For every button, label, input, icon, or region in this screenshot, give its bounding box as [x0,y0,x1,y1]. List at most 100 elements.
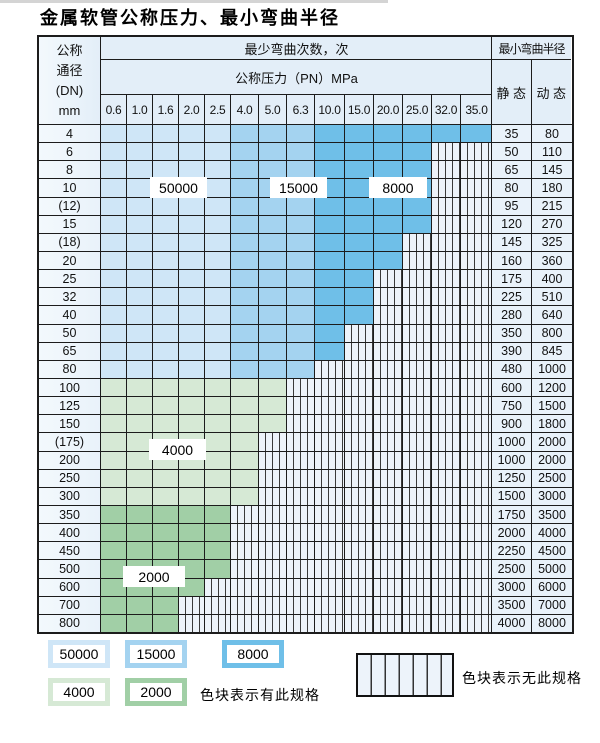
spec-cell [101,415,127,433]
no-spec-cell [315,505,345,524]
table-header: 公称 通径 (DN) mm 最少弯曲次数，次 公称压力（PN）MPa 0.6 1.… [39,37,572,124]
no-spec-cell [432,415,461,433]
spec-table: 公称 通径 (DN) mm 最少弯曲次数，次 公称压力（PN）MPa 0.6 1.… [37,35,574,634]
dn-cell: 700 [39,596,101,614]
spec-cell [315,251,345,270]
no-spec-cell [315,469,345,487]
no-spec-cell [432,596,461,614]
spec-cell [315,342,345,360]
pressure-column-header: 2.5 [205,95,231,124]
no-spec-cell [345,524,374,542]
no-spec-cell [287,415,315,433]
no-spec-cell [403,505,432,524]
no-spec-cell [315,487,345,505]
dn-cell: 150 [39,415,101,433]
dn-cell: 20 [39,251,101,270]
spec-cell [205,306,231,324]
no-spec-cell [231,578,259,596]
spec-cell [259,215,287,233]
spec-cell [374,251,403,270]
no-spec-cell [461,524,492,542]
no-spec-cell [432,161,461,179]
dn-cell: 50 [39,324,101,342]
spec-cell [205,542,231,560]
spec-cell [345,306,374,324]
spec-cell [315,161,345,179]
no-spec-cell [403,469,432,487]
legend-no-spec-text: 色块表示无此规格 [462,670,582,686]
dynamic-value-cell: 3000 [532,487,572,505]
no-spec-cell [259,560,287,578]
spec-cell [179,560,205,578]
spec-cell [101,143,127,161]
spec-cell [153,378,179,397]
no-spec-cell [461,179,492,197]
no-spec-cell [374,342,403,360]
dynamic-value-cell: 1500 [532,397,572,415]
spec-cell [205,143,231,161]
spec-cell [403,143,432,161]
no-spec-cell [403,397,432,415]
static-header-cell: 静 态 [492,60,532,124]
dn-cell: 100 [39,378,101,397]
dynamic-value-cell: 4000 [532,524,572,542]
dn-cell: 8 [39,161,101,179]
spec-cell [127,324,153,342]
no-spec-cell [315,360,345,378]
no-spec-cell [403,614,432,632]
no-spec-cell [345,415,374,433]
spec-cell [153,469,179,487]
spec-cell [315,324,345,342]
no-spec-cell [461,233,492,251]
no-spec-cell [432,560,461,578]
no-spec-cell [287,542,315,560]
table-row: 15 120 270 [39,214,572,233]
dn-cell: 300 [39,487,101,505]
spec-cell [127,451,153,469]
table-row: (18) 145 325 [39,232,572,251]
no-spec-cell [345,433,374,451]
no-spec-cell [315,578,345,596]
no-spec-cell [287,505,315,524]
spec-cell [101,161,127,179]
no-spec-cell [231,614,259,632]
no-spec-cell [205,596,231,614]
no-spec-cell [403,360,432,378]
spec-cell [127,143,153,161]
dn-cell: 15 [39,215,101,233]
spec-cell [179,143,205,161]
table-row: 32 225 510 [39,287,572,306]
static-value-cell: 120 [492,215,532,233]
spec-cell [153,360,179,378]
spec-cell [127,161,153,179]
spec-cell [205,451,231,469]
no-spec-cell [179,614,205,632]
spec-cell [374,161,403,179]
radius-label: 最小弯曲半径 [492,37,571,60]
spec-cell [205,360,231,378]
spec-cell [179,524,205,542]
spec-cell [205,288,231,306]
spec-cell [179,161,205,179]
table-row: 20 160 360 [39,250,572,270]
no-spec-cell [461,560,492,578]
no-spec-cell [287,560,315,578]
spec-cell [374,143,403,161]
no-spec-cell [231,596,259,614]
no-spec-cell [374,524,403,542]
spec-cell [179,324,205,342]
spec-cell [287,306,315,324]
no-spec-cell [287,614,315,632]
spec-cell [179,270,205,288]
no-spec-cell [287,469,315,487]
no-spec-cell [315,451,345,469]
static-value-cell: 145 [492,233,532,251]
spec-cell [287,251,315,270]
spec-cell [315,233,345,251]
static-value-cell: 4000 [492,614,532,632]
spec-cell [153,342,179,360]
no-spec-cell [259,487,287,505]
no-spec-cell [432,143,461,161]
spec-cell [127,614,153,632]
